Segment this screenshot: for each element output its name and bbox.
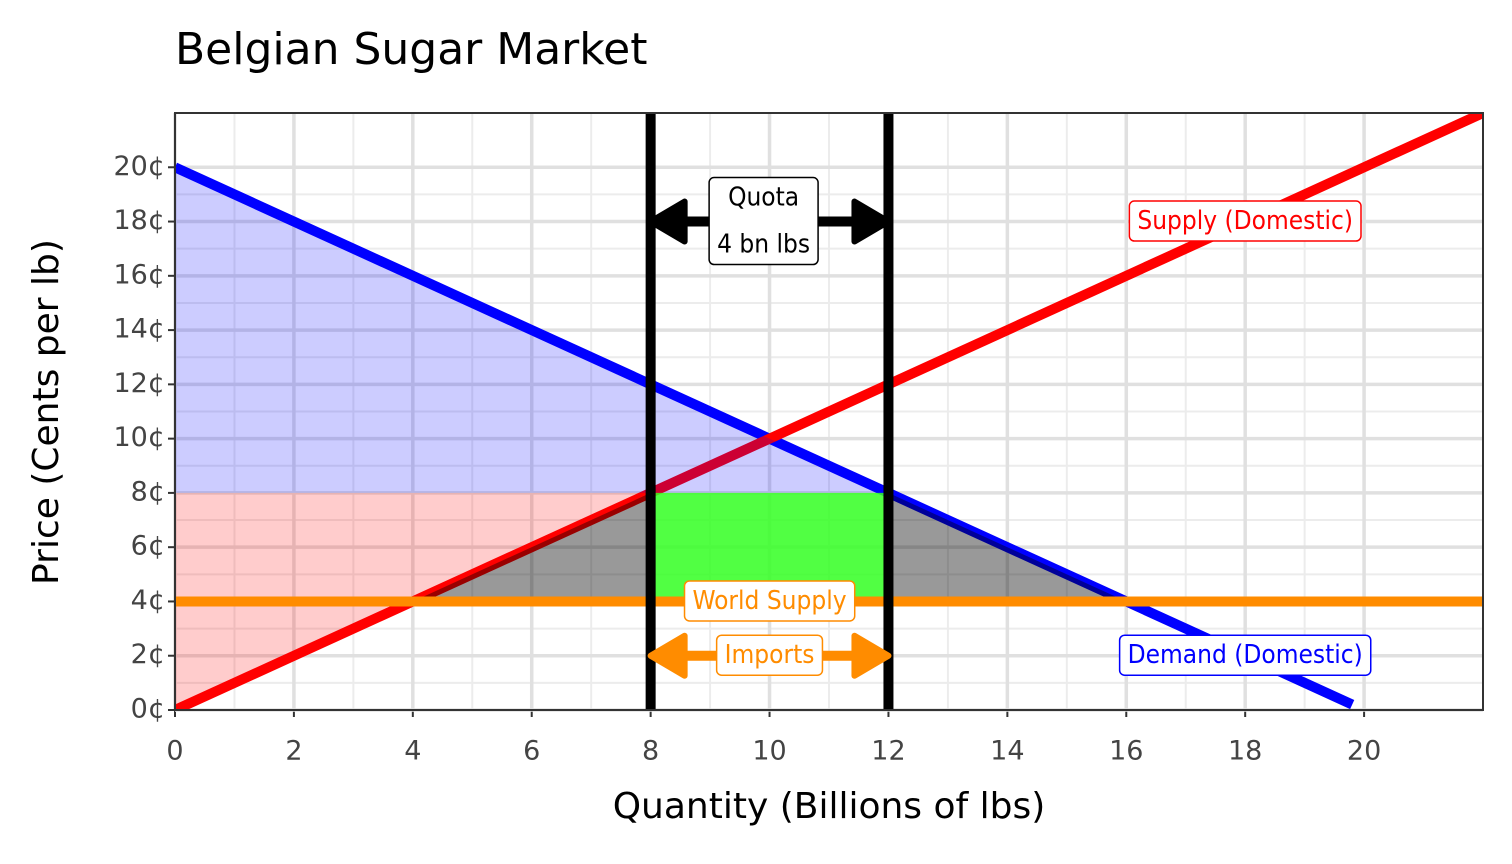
x-tick-label: 12 [871, 736, 905, 767]
x-axis-label: Quantity (Billions of lbs) [613, 786, 1046, 827]
y-tick-label: 6¢ [131, 531, 165, 562]
series-label-text: Supply (Domestic) [1137, 206, 1353, 236]
y-tick-label: 12¢ [113, 368, 165, 399]
series-label-text: World Supply [693, 586, 847, 616]
shaded-area [412, 492, 651, 602]
annotation-label: Quota 4 bn lbs [708, 176, 819, 266]
y-tick-label: 18¢ [113, 205, 165, 236]
arrow-head [851, 632, 892, 679]
y-tick-label: 16¢ [113, 259, 165, 290]
arrow-head [647, 198, 688, 245]
series-label-box [683, 580, 856, 622]
series-label-box [1128, 200, 1362, 242]
x-tick-label: 6 [523, 736, 540, 767]
y-tick-label: 20¢ [113, 151, 165, 182]
x-tick-label: 10 [752, 736, 786, 767]
y-tick-label: 14¢ [113, 314, 165, 345]
series-label: Supply (Domestic) [1128, 200, 1362, 242]
annotation-label-text: Imports [725, 640, 815, 670]
x-tick-label: 16 [1109, 736, 1143, 767]
x-tick-label: 18 [1228, 736, 1262, 767]
series-label-box [1118, 634, 1372, 676]
annotation-label-box [715, 634, 824, 676]
series-label: Demand (Domestic) [1118, 634, 1372, 676]
x-tick-label: 4 [404, 736, 421, 767]
x-tick-label: 14 [990, 736, 1024, 767]
shaded-area [888, 492, 1127, 602]
x-tick-label: 20 [1347, 736, 1381, 767]
plot-layer [175, 113, 1483, 710]
y-axis-label: Price (Cents per lb) [26, 239, 67, 585]
plot-border [174, 112, 1484, 711]
y-tick-label: 2¢ [131, 639, 165, 670]
x-tick-label: 8 [642, 736, 659, 767]
shaded-area [650, 492, 889, 602]
annotation-label-text: 4 bn lbs [717, 230, 810, 260]
annotation-label: Imports [715, 634, 824, 676]
chart-title: Belgian Sugar Market [175, 24, 648, 75]
y-tick-label: 10¢ [113, 422, 165, 453]
x-tick-label: 2 [285, 736, 302, 767]
y-tick-label: 0¢ [131, 694, 165, 725]
annotation-label-text: Quota [728, 183, 799, 213]
y-tick-label: 4¢ [131, 585, 165, 616]
y-tick-label: 8¢ [131, 476, 165, 507]
annotation-label-box [708, 176, 819, 266]
arrow-head [851, 198, 892, 245]
shaded-area [175, 167, 889, 493]
x-tick-label: 0 [166, 736, 183, 767]
series-label: World Supply [683, 580, 856, 622]
series-label-text: Demand (Domestic) [1128, 640, 1363, 670]
arrow-head [647, 632, 688, 679]
